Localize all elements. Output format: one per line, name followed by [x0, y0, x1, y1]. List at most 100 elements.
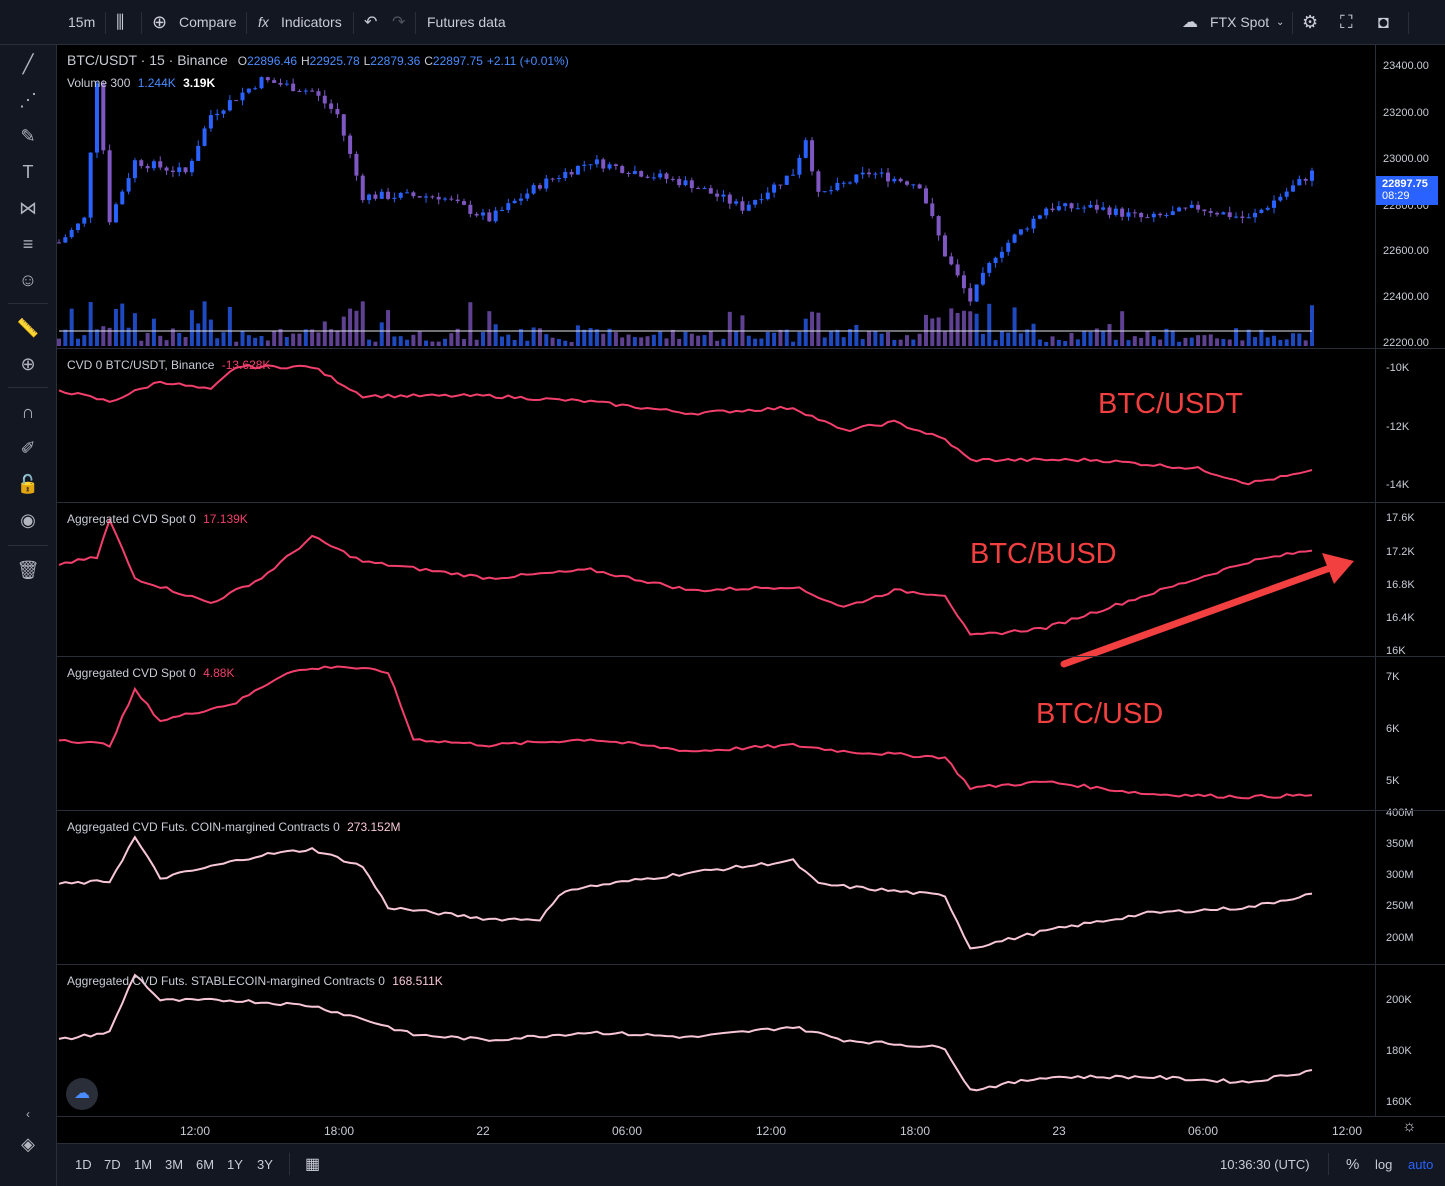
pane5-tick: 200K — [1386, 994, 1412, 1006]
pane-divider[interactable] — [57, 964, 1445, 965]
goto-date-icon[interactable]: ▦ — [305, 1156, 321, 1173]
volume-bar — [164, 340, 169, 346]
compare-plus-icon[interactable]: ⊕ — [152, 12, 168, 32]
redo-icon[interactable]: ↷ — [392, 14, 406, 31]
indicator-label[interactable]: Aggregated CVD Futs. COIN-margined Contr… — [67, 820, 340, 834]
annotation-btc-busd: BTC/BUSD — [970, 538, 1117, 570]
pattern-icon[interactable]: ⋈ — [19, 198, 37, 218]
pane-divider[interactable] — [57, 348, 1445, 349]
candle — [746, 204, 751, 211]
text-icon[interactable]: T — [22, 162, 34, 182]
range-3m[interactable]: 3M — [165, 1157, 184, 1172]
zoom-icon[interactable]: ⊕ — [20, 354, 36, 374]
chart-type-icon[interactable]: ⫼ — [116, 12, 125, 32]
ruler-icon[interactable]: 📏 — [16, 318, 40, 338]
toolbar-divider — [289, 1153, 290, 1175]
time-axis[interactable] — [57, 1116, 1445, 1143]
brush-icon[interactable]: ✎ — [20, 126, 36, 146]
range-7d[interactable]: 7D — [104, 1157, 121, 1172]
candle — [158, 161, 163, 168]
volume-bar — [398, 336, 403, 346]
pane-divider[interactable] — [57, 810, 1445, 811]
layout-name[interactable]: FTX Spot — [1210, 14, 1270, 30]
range-1d[interactable]: 1D — [75, 1157, 92, 1172]
volume-bar — [620, 337, 625, 346]
volume-bar — [170, 328, 175, 346]
candle — [664, 173, 669, 179]
candle — [1259, 209, 1264, 213]
emoji-icon[interactable]: ☺ — [18, 270, 38, 290]
pane-divider[interactable] — [57, 656, 1445, 657]
volume-bar — [1082, 331, 1087, 346]
time-tick: 06:00 — [611, 1124, 643, 1138]
tradingview-logo-icon[interactable]: ☁ — [66, 1078, 98, 1110]
volume-bar — [1018, 333, 1023, 346]
price-axis[interactable] — [1375, 45, 1445, 1116]
indicators-button[interactable]: Indicators — [281, 14, 342, 30]
cvd-line — [58, 517, 1313, 636]
volume-bar — [234, 341, 239, 346]
indicator-label[interactable]: Aggregated CVD Spot 0 — [67, 666, 196, 680]
toolbar-divider — [1328, 1153, 1329, 1175]
range-6m[interactable]: 6M — [196, 1157, 215, 1172]
candle — [1164, 214, 1169, 216]
volume-bar — [1101, 331, 1106, 346]
price-tick: 23200.00 — [1383, 107, 1429, 119]
auto-toggle[interactable]: auto — [1408, 1157, 1434, 1172]
lock-icon[interactable]: 🔓 — [16, 474, 40, 494]
indicator-label[interactable]: Aggregated CVD Futs. STABLECOIN-margined… — [67, 974, 385, 988]
camera-icon[interactable]: ◘ — [1378, 12, 1389, 32]
eye-icon[interactable]: ◉ — [20, 510, 36, 530]
volume-bar — [923, 314, 928, 346]
log-toggle[interactable]: log — [1375, 1157, 1393, 1172]
futures-data-button[interactable]: Futures data — [427, 14, 506, 30]
volume-bar — [980, 333, 985, 346]
undo-icon[interactable]: ↶ — [364, 14, 378, 31]
volume-bar — [120, 303, 125, 346]
candle — [740, 201, 745, 211]
clock[interactable]: 10:36:30 (UTC) — [1220, 1157, 1310, 1172]
candle — [354, 153, 359, 176]
settings-gear-icon[interactable]: ⚙ — [1302, 12, 1319, 32]
time-tick: 23 — [1052, 1124, 1066, 1138]
toolbar-divider — [8, 545, 48, 546]
compare-button[interactable]: Compare — [179, 14, 237, 30]
magnet-icon[interactable]: ∩ — [21, 402, 35, 422]
toolbar-divider — [1408, 12, 1409, 34]
chevron-down-icon[interactable]: ⌄ — [1276, 17, 1285, 28]
volume-bar — [101, 326, 106, 346]
candle — [1037, 215, 1042, 219]
indicator-label[interactable]: Aggregated CVD Spot 0 — [67, 512, 196, 526]
range-1m[interactable]: 1M — [134, 1157, 153, 1172]
lock-drawing-icon[interactable]: ✐ — [20, 438, 36, 458]
candle — [145, 165, 150, 169]
prediction-icon[interactable]: ≡ — [22, 234, 34, 254]
trash-icon[interactable]: 🗑 — [16, 560, 40, 580]
toolbar-divider — [8, 303, 48, 304]
pane4-tick: 400M — [1386, 807, 1414, 819]
axis-settings-icon[interactable]: ☼ — [1402, 1118, 1417, 1135]
volume-bar — [974, 313, 979, 346]
trend-line-icon[interactable]: ╱ — [22, 54, 34, 74]
pane-divider[interactable] — [57, 502, 1445, 503]
range-1y[interactable]: 1Y — [227, 1157, 243, 1172]
candle — [765, 192, 770, 200]
candle — [468, 204, 473, 214]
candle — [132, 160, 137, 179]
symbol-label[interactable]: BTC/USDT · 15 · Binance — [67, 52, 228, 68]
range-3y[interactable]: 3Y — [257, 1157, 273, 1172]
volume-bar — [1284, 339, 1289, 346]
interval-selector[interactable]: 15m — [68, 14, 96, 30]
collapse-arrow-icon[interactable]: ‹ — [26, 1107, 30, 1121]
indicator-label[interactable]: CVD 0 BTC/USDT, Binance — [67, 358, 215, 372]
price-tick: 23000.00 — [1383, 153, 1429, 165]
fullscreen-icon[interactable]: ⛶ — [1340, 12, 1353, 32]
volume-bar — [556, 338, 561, 346]
percent-toggle[interactable]: % — [1346, 1156, 1360, 1173]
volume-label[interactable]: Volume 300 — [67, 76, 131, 90]
fib-icon[interactable]: ⋰ — [19, 90, 37, 110]
candle — [373, 194, 378, 199]
layers-icon[interactable]: ◈ — [21, 1134, 35, 1154]
volume-bar — [1012, 307, 1017, 346]
